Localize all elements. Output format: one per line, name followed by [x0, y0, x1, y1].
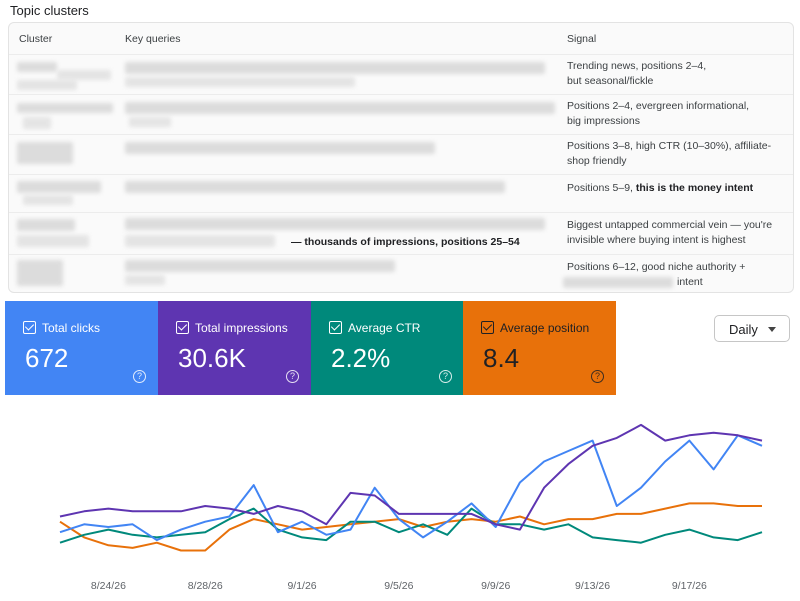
redacted-queries — [125, 62, 545, 74]
signal-line: Positions 5–9, — [567, 182, 636, 194]
redacted-queries — [125, 275, 165, 285]
checkbox-icon[interactable] — [329, 321, 342, 334]
metric-label: Total clicks — [42, 321, 101, 335]
topic-clusters-table: Cluster Key queries Signal Trending news… — [8, 22, 794, 293]
redacted-queries — [125, 218, 545, 230]
signal-text: Positions 5–9, this is the money intent — [567, 181, 789, 196]
signal-text: Positions 6–12, good niche authority + i… — [567, 260, 789, 290]
help-icon[interactable]: ? — [286, 370, 299, 383]
x-tick-label: 9/9/26 — [481, 580, 510, 592]
help-icon[interactable]: ? — [591, 370, 604, 383]
metric-label: Average position — [500, 321, 590, 335]
redacted-queries — [125, 142, 435, 154]
metric-value: 672 — [25, 343, 69, 373]
x-tick-label: 9/13/26 — [575, 580, 610, 592]
x-tick-label: 9/5/26 — [384, 580, 413, 592]
metric-card-total-clicks[interactable]: Total clicks 672 ? — [5, 301, 158, 395]
granularity-value: Daily — [729, 322, 758, 337]
redacted-queries — [125, 235, 275, 247]
table-row[interactable]: — thousands of impressions, positions 25… — [9, 212, 793, 254]
signal-line: Positions 3–8, high CTR (10–30%), affili… — [567, 140, 772, 152]
series-line-average-position[interactable] — [59, 502, 762, 552]
signal-line: invisible where buying intent is highest — [567, 234, 746, 246]
granularity-select[interactable]: Daily — [714, 315, 790, 342]
table-row[interactable]: Positions 2–4, evergreen informational, … — [9, 94, 793, 134]
table-header: Cluster Key queries Signal — [9, 23, 793, 53]
metric-label: Total impressions — [195, 321, 288, 335]
table-row[interactable]: Positions 6–12, good niche authority + i… — [9, 254, 793, 292]
signal-emphasis: this is the money intent — [635, 182, 754, 194]
header-key-queries: Key queries — [125, 33, 181, 45]
signal-line: intent — [677, 276, 703, 288]
redacted-queries — [129, 117, 171, 127]
checkbox-icon[interactable] — [176, 321, 189, 334]
table-row[interactable]: Positions 3–8, high CTR (10–30%), affili… — [9, 134, 793, 174]
metric-value: 2.2% — [331, 343, 391, 373]
signal-line: big impressions — [567, 115, 640, 127]
signal-line: Positions 2–4, evergreen informational, — [567, 100, 750, 112]
signal-line: Trending news, positions 2–4, — [567, 60, 707, 72]
redacted-cluster — [57, 70, 111, 80]
metric-value: 30.6K — [178, 343, 246, 373]
checkbox-icon[interactable] — [481, 321, 494, 334]
redacted-cluster — [17, 181, 101, 193]
header-cluster: Cluster — [19, 33, 53, 45]
series-line-total-clicks[interactable] — [59, 434, 763, 542]
redacted-cluster — [23, 117, 51, 129]
redacted-cluster — [17, 142, 73, 164]
redacted-cluster — [17, 62, 57, 72]
signal-text: Positions 3–8, high CTR (10–30%), affili… — [567, 139, 789, 169]
redacted-signal — [563, 277, 673, 288]
redacted-queries — [125, 77, 355, 87]
redacted-cluster — [17, 235, 89, 247]
help-icon[interactable]: ? — [133, 370, 146, 383]
signal-text: Positions 2–4, evergreen informational, … — [567, 99, 789, 129]
redacted-cluster — [17, 103, 113, 113]
signal-line: Biggest untapped commercial vein — you'r… — [567, 219, 773, 231]
performance-line-chart: 8/24/26 8/28/26 9/1/26 9/5/26 9/9/26 9/13/26 9… — [59, 423, 763, 592]
table-row[interactable]: Trending news, positions 2–4, but season… — [9, 54, 793, 94]
checkbox-icon[interactable] — [23, 321, 36, 334]
metric-label: Average CTR — [348, 321, 421, 335]
metric-card-average-position[interactable]: Average position 8.4 ? — [463, 301, 616, 395]
metric-value: 8.4 — [483, 343, 520, 373]
redacted-cluster — [17, 260, 63, 286]
redacted-cluster — [17, 80, 77, 90]
signal-text: Trending news, positions 2–4, but season… — [567, 59, 789, 89]
x-tick-label: 9/1/26 — [287, 580, 316, 592]
redacted-cluster — [23, 195, 73, 205]
table-row[interactable]: Positions 5–9, this is the money intent — [9, 174, 793, 212]
x-tick-label: 8/24/26 — [91, 580, 126, 592]
signal-text: Biggest untapped commercial vein — you'r… — [567, 218, 789, 248]
section-title: Topic clusters — [10, 3, 89, 18]
metric-card-total-impressions[interactable]: Total impressions 30.6K ? — [158, 301, 311, 395]
redacted-queries — [125, 102, 555, 114]
x-tick-label: 9/17/26 — [672, 580, 707, 592]
help-icon[interactable]: ? — [439, 370, 452, 383]
redacted-queries — [125, 181, 505, 193]
signal-line: shop friendly — [567, 155, 627, 167]
redacted-queries — [125, 260, 395, 272]
x-tick-label: 8/28/26 — [188, 580, 223, 592]
header-signal: Signal — [567, 33, 597, 45]
metric-card-average-ctr[interactable]: Average CTR 2.2% ? — [311, 301, 463, 395]
key-queries-text: — thousands of impressions, positions 25… — [291, 236, 520, 248]
series-line-total-impressions[interactable] — [59, 423, 763, 531]
signal-line: Positions 6–12, good niche authority + — [567, 261, 746, 273]
redacted-cluster — [17, 219, 75, 231]
caret-down-icon — [768, 327, 776, 332]
signal-line: but seasonal/fickle — [567, 75, 654, 87]
